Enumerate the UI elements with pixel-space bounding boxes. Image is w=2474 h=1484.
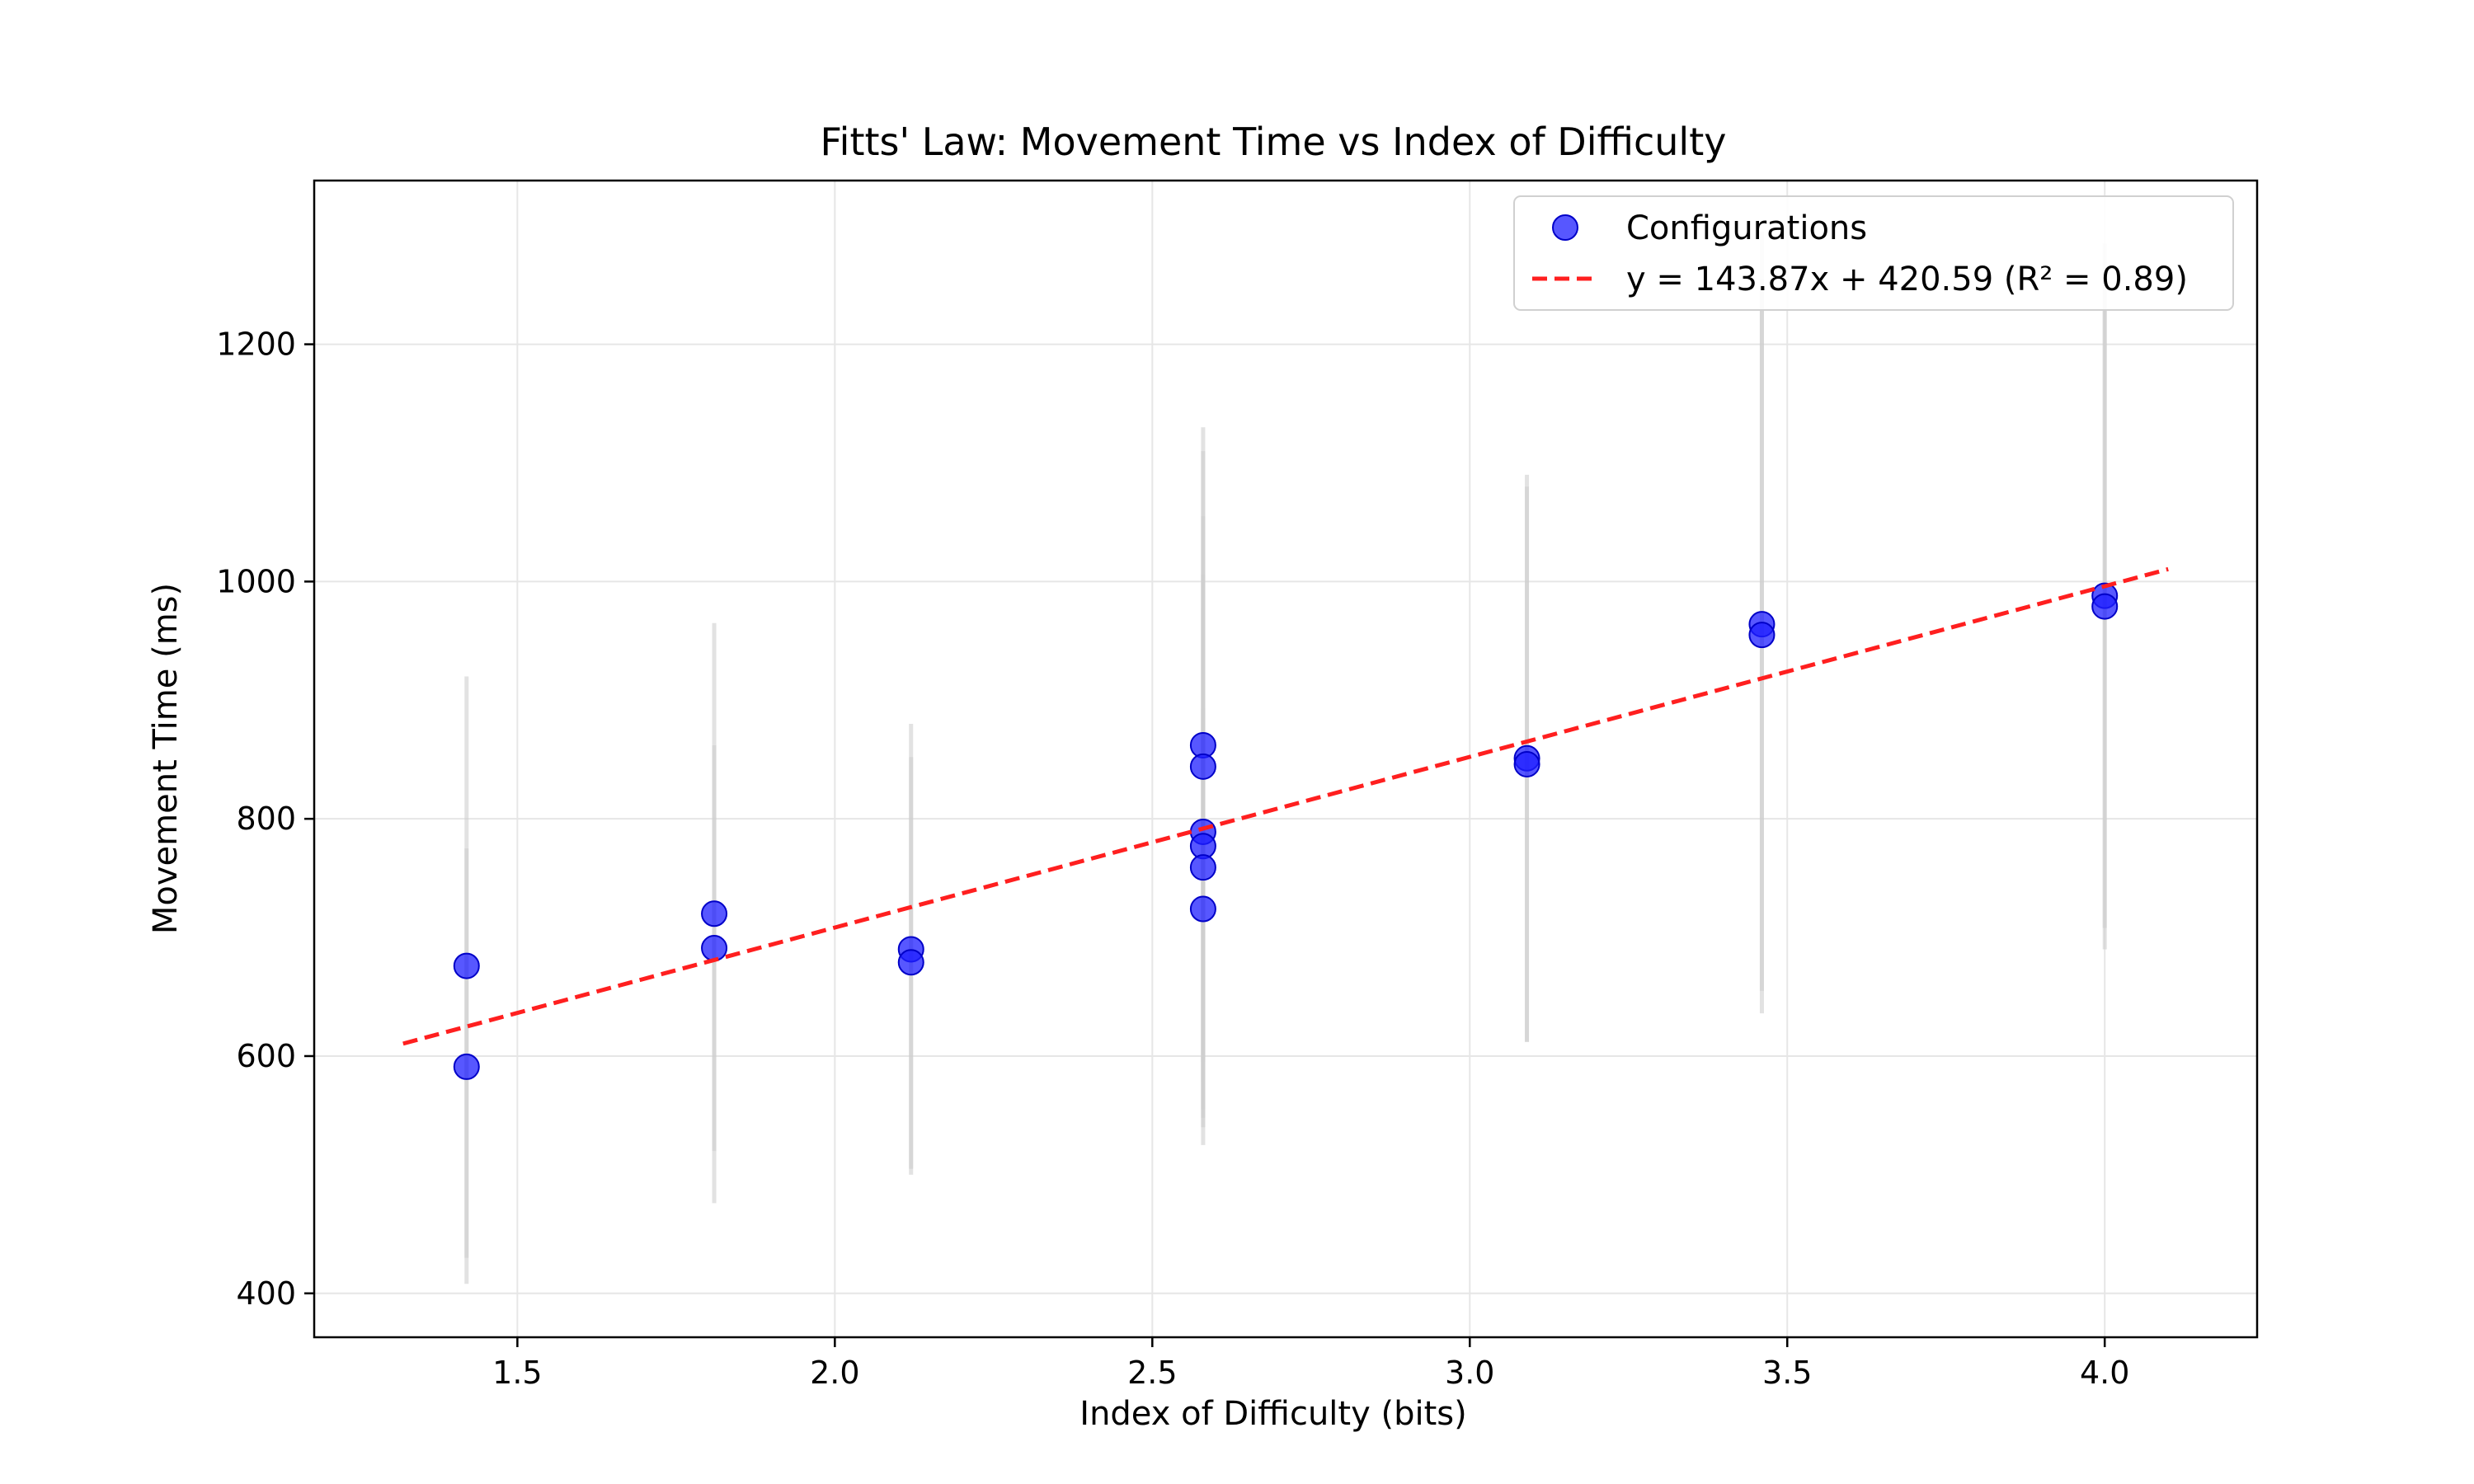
x-tick-label: 3.0 bbox=[1445, 1355, 1494, 1391]
chart-title: Fitts' Law: Movement Time vs Index of Di… bbox=[821, 120, 1727, 164]
y-tick-label: 400 bbox=[236, 1275, 296, 1312]
y-axis-label: Movement Time (ms) bbox=[147, 583, 185, 934]
x-tick-label: 2.0 bbox=[810, 1355, 859, 1391]
data-point bbox=[2091, 593, 2119, 620]
data-point bbox=[1189, 895, 1216, 923]
data-point bbox=[453, 952, 480, 979]
data-point bbox=[701, 935, 728, 962]
y-tick-label: 1000 bbox=[216, 563, 296, 599]
legend-marker-configurations bbox=[1552, 214, 1578, 241]
data-point bbox=[1748, 622, 1776, 649]
legend-label-configurations: Configurations bbox=[1626, 209, 1867, 247]
y-tick-label: 600 bbox=[236, 1038, 296, 1074]
x-tick-label: 1.5 bbox=[492, 1355, 542, 1391]
x-axis-label: Index of Difficulty (bits) bbox=[1079, 1395, 1466, 1433]
legend-label-fit-line: y = 143.87x + 420.59 (R² = 0.89) bbox=[1626, 261, 2188, 298]
data-point bbox=[897, 949, 924, 976]
data-point bbox=[1189, 753, 1216, 780]
legend: Configurations y = 143.87x + 420.59 (R² … bbox=[1513, 195, 2234, 311]
y-axis-ticks: 400 600 800 1000 1200 bbox=[216, 326, 314, 1312]
data-point bbox=[453, 1053, 480, 1080]
fit-line bbox=[402, 566, 2169, 1046]
x-tick-label: 3.5 bbox=[1762, 1355, 1812, 1391]
grid-lines bbox=[314, 181, 2257, 1337]
plot-frame bbox=[313, 179, 2259, 1339]
data-point bbox=[701, 900, 728, 928]
data-point bbox=[1513, 750, 1540, 777]
data-point bbox=[1189, 854, 1216, 881]
y-tick-label: 1200 bbox=[216, 326, 296, 363]
y-tick-label: 800 bbox=[236, 801, 296, 837]
scatter-points bbox=[453, 582, 2119, 1080]
legend-box bbox=[1513, 195, 2234, 311]
x-tick-label: 4.0 bbox=[2080, 1355, 2129, 1391]
x-axis-ticks: 1.5 2.0 2.5 3.0 3.5 4.0 bbox=[492, 1337, 2129, 1391]
x-tick-label: 2.5 bbox=[1127, 1355, 1177, 1391]
